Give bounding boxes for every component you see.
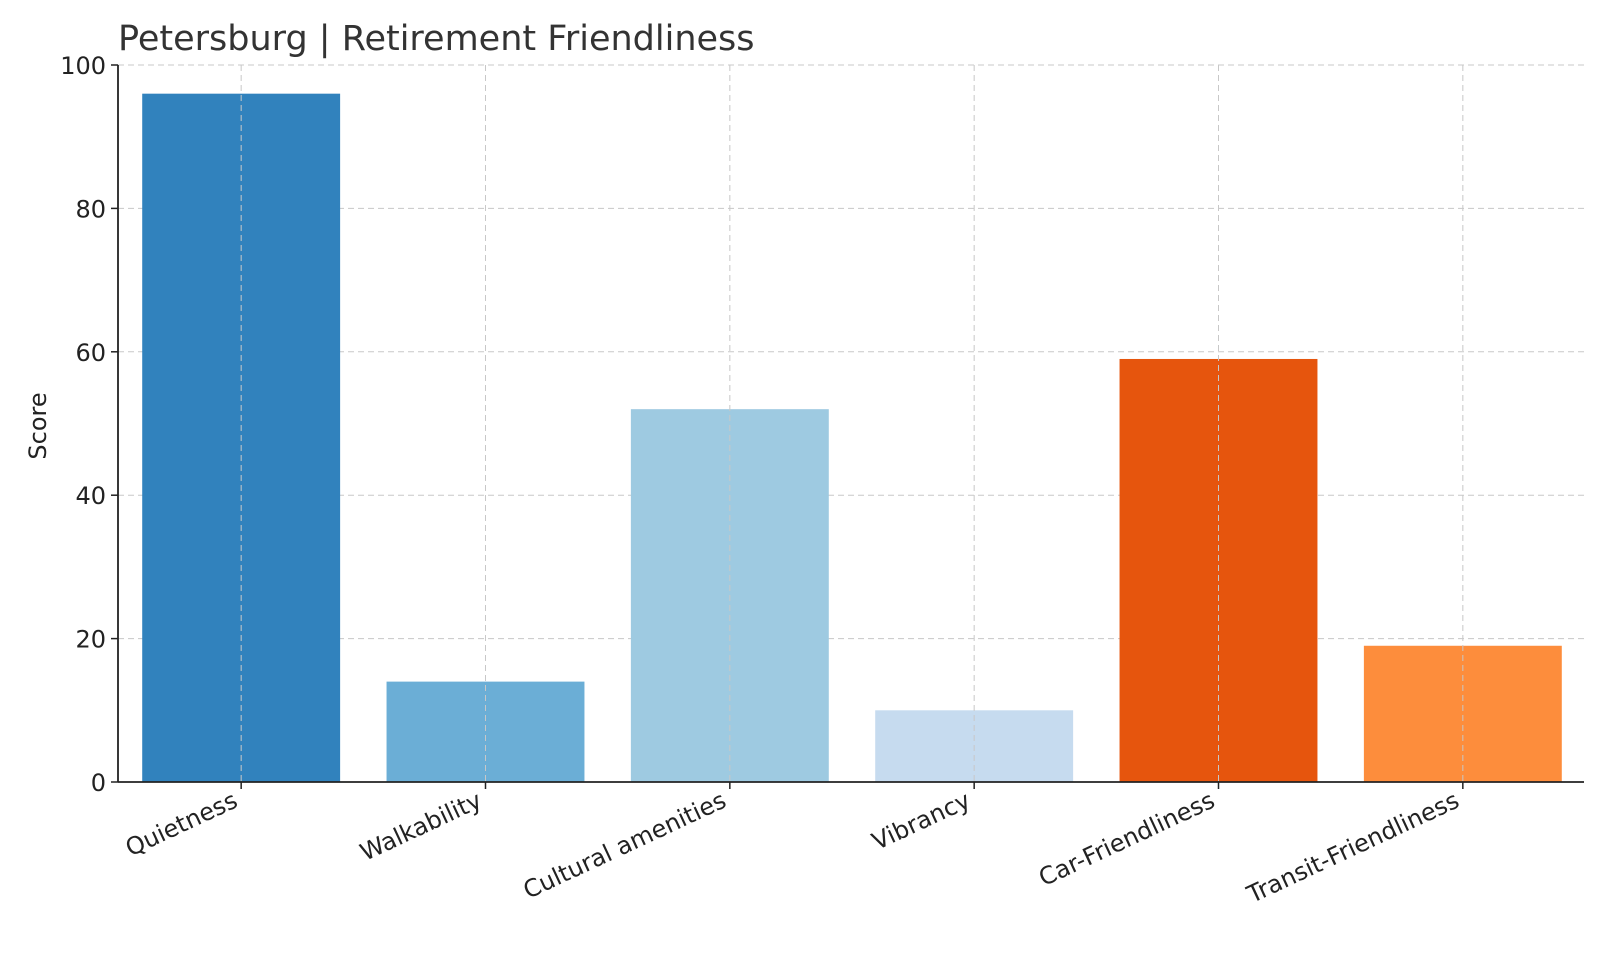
x-tick-label: Walkability [356,786,486,867]
bar-layer [142,93,1562,783]
y-tick-label: 60 [75,339,106,367]
chart-title: Petersburg | Retirement Friendliness [118,19,755,59]
x-tick-label: Transit-Friendliness [1242,786,1463,909]
x-tick-label: Vibrancy [868,786,975,856]
y-tick-labels: 0 20 40 60 80 100 [60,52,106,797]
x-tick-labels: Quietness Walkability Cultural amenities Vi… [121,786,1463,909]
x-tick-label: Car-Friendliness [1034,786,1219,892]
y-tick-label: 100 [60,52,106,80]
axis-layer [111,64,1584,789]
y-tick-label: 80 [75,195,106,223]
x-tick-label: Cultural amenities [519,786,730,904]
y-tick-label: 20 [75,626,106,654]
y-tick-label: 0 [91,769,106,797]
y-tick-label: 40 [75,482,106,510]
x-tick-label: Quietness [121,786,242,862]
y-axis-label: Score [24,392,52,459]
grid-layer [118,64,1584,640]
